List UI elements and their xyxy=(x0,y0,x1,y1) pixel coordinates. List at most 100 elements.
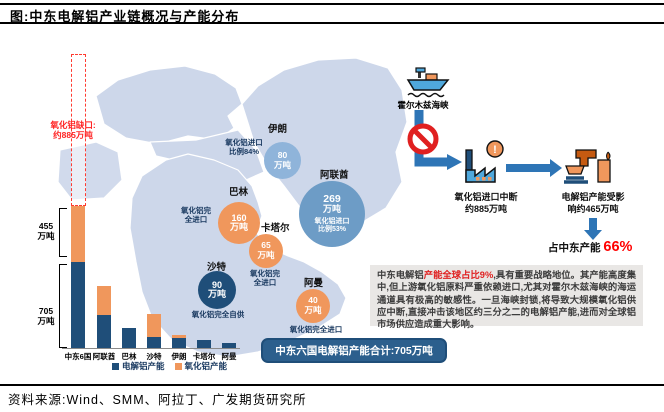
bar-segment-alumina xyxy=(147,314,161,337)
step1-label: 氧化铝进口中断 约885万吨 xyxy=(441,192,531,215)
bubble-saudi-value: 90 xyxy=(211,279,222,290)
chart-legend: 电解铝产能 氧化铝产能 xyxy=(112,360,227,372)
bar-segment-electrolytic xyxy=(71,262,85,348)
step1-line1: 氧化铝进口中断 xyxy=(454,192,518,202)
country-label-bahrain: 巴林 xyxy=(229,187,249,198)
title-bottom-rule xyxy=(0,22,664,24)
note-iran-import: 氧化铝进口 比例84% xyxy=(221,138,267,156)
uae-note-line2: 比例53% xyxy=(317,226,346,234)
note-iran-line1: 氧化铝进口 xyxy=(225,138,263,147)
alumina-gap-dashed-box xyxy=(71,54,86,206)
footer-rule xyxy=(0,384,664,386)
bracket-705 xyxy=(59,264,67,348)
bar-segment-electrolytic xyxy=(97,315,111,348)
data-source: 资料来源:Wind、SMM、阿拉丁、广发期货研究所 xyxy=(8,393,307,407)
smelter-icon xyxy=(564,149,611,184)
share-of-capacity: 占中东产能 66% xyxy=(548,239,632,255)
bubble-saudi: 90 万吨 xyxy=(198,271,236,309)
label-705-unit: 万吨 xyxy=(37,316,55,326)
bar-segment-alumina xyxy=(97,286,111,315)
bar-category-label: 巴林 xyxy=(121,352,137,361)
bubble-oman-unit: 万吨 xyxy=(304,305,322,316)
bar-category-label: 阿联酋 xyxy=(92,352,116,361)
title-top-rule xyxy=(0,3,664,5)
bubble-qatar-value: 65 xyxy=(261,240,271,251)
country-label-uae: 阿联酋 xyxy=(320,170,349,181)
bubble-uae: 269 万吨 氧化铝进口 比例53% xyxy=(299,181,365,247)
bar-segment-electrolytic xyxy=(222,343,236,348)
bubble-qatar-unit: 万吨 xyxy=(257,250,275,261)
note-oman-import: 氧化铝完全进口 xyxy=(289,325,343,334)
note-bahrain-import: 氧化铝完 全进口 xyxy=(177,206,215,224)
flow-arrow-down xyxy=(584,218,602,240)
note-iran-line2: 比例84% xyxy=(228,147,259,156)
bracket-455 xyxy=(59,208,67,257)
bubble-uae-value: 269 xyxy=(323,193,341,206)
map-egypt-corner xyxy=(57,141,123,201)
alumina-gap-label: 氧化铝缺口: 约885万吨 xyxy=(33,120,113,140)
uae-note-line1: 氧化铝进口 xyxy=(314,217,350,225)
label-455-unit: 万吨 xyxy=(37,231,55,241)
bar-segment-electrolytic xyxy=(172,338,186,348)
bubble-oman-value: 40 xyxy=(308,295,318,306)
map-turkey xyxy=(95,65,243,145)
map-iran xyxy=(241,57,408,233)
bar-segment-electrolytic xyxy=(197,340,211,348)
commentary-body: ,具有重要战略地位。其产能高度集中,但上游氧化铝原料严重依赖进口,尤其对霍尔木兹… xyxy=(377,270,636,330)
flow-arrow-right xyxy=(506,159,562,177)
bar-segment-electrolytic xyxy=(147,337,161,348)
bubble-iran-unit: 万吨 xyxy=(273,159,291,170)
bar-segment-electrolytic xyxy=(122,328,136,348)
note-saudi-selfsupply: 氧化铝完全自供 xyxy=(191,310,245,319)
bubble-iran: 80 万吨 xyxy=(264,142,301,179)
map-arabian-peninsula xyxy=(129,153,347,358)
bubble-saudi-unit: 万吨 xyxy=(207,289,226,300)
bar-segment-alumina xyxy=(71,206,85,262)
svg-text:!: ! xyxy=(493,144,497,156)
share-prefix: 占中东产能 xyxy=(548,242,604,254)
step1-line2: 约885万吨 xyxy=(464,203,508,214)
bracket-705-label: 705 万吨 xyxy=(34,306,58,326)
bar-category-label: 中东6国 xyxy=(64,352,92,361)
country-label-iran: 伊朗 xyxy=(268,124,288,135)
note-bahrain-line2: 全进口 xyxy=(184,215,208,224)
bubble-uae-note: 氧化铝进口 比例53% xyxy=(315,218,350,235)
alumina-plant-icon: ! xyxy=(465,140,504,183)
note-qatar-import: 氧化铝完 全进口 xyxy=(243,269,287,287)
gap-label-line2: 约885万吨 xyxy=(53,130,93,140)
commentary-highlight: 产能全球占比9% xyxy=(423,270,494,280)
label-455: 455 xyxy=(38,221,54,231)
bubble-uae-unit: 万吨 xyxy=(322,204,341,215)
note-qatar-line2: 全进口 xyxy=(253,278,277,287)
legend-label-electrolytic: 电解铝产能 xyxy=(122,361,165,371)
gap-label-line1: 氧化铝缺口: xyxy=(50,120,96,130)
label-705: 705 xyxy=(38,306,54,316)
commentary-box: 中东电解铝产能全球占比9%,具有重要战略地位。其产能高度集中,但上游氧化铝原料严… xyxy=(370,265,643,330)
legend-label-alumina: 氧化铝产能 xyxy=(184,361,228,371)
note-bahrain-line1: 氧化铝完 xyxy=(181,206,211,215)
step2-label: 电解铝产能受影 响约465万吨 xyxy=(548,192,638,215)
strait-label: 霍尔木兹海峡 xyxy=(397,100,449,110)
legend-swatch-orange xyxy=(174,362,182,370)
legend-item-alumina: 氧化铝产能 xyxy=(174,360,228,372)
bubble-bahrain-unit: 万吨 xyxy=(229,222,248,233)
bubble-iran-value: 80 xyxy=(277,149,288,160)
bubble-oman: 40 万吨 xyxy=(296,289,330,323)
no-entry-icon xyxy=(407,123,439,155)
country-label-oman: 阿曼 xyxy=(304,278,324,289)
figure-title: 图:中东电解铝产业链概况与产能分布 xyxy=(10,9,240,24)
step2-line1: 电解铝产能受影 xyxy=(561,192,625,202)
bracket-455-label: 455 万吨 xyxy=(34,221,58,241)
bar-segment-alumina xyxy=(172,335,186,338)
note-qatar-line1: 氧化铝完 xyxy=(250,269,280,278)
total-capacity-banner: 中东六国电解铝产能合计:705万吨 xyxy=(261,338,447,363)
bar-category-label: 卡塔尔 xyxy=(192,352,216,361)
bar-category-label: 沙特 xyxy=(146,352,162,361)
country-label-saudi: 沙特 xyxy=(207,262,227,273)
legend-swatch-blue xyxy=(112,362,119,370)
legend-item-electrolytic: 电解铝产能 xyxy=(112,360,165,372)
commentary-prefix: 中东电解铝 xyxy=(377,270,424,280)
bubble-bahrain: 160 万吨 xyxy=(218,202,260,244)
step2-line2: 响约465万吨 xyxy=(567,203,619,214)
